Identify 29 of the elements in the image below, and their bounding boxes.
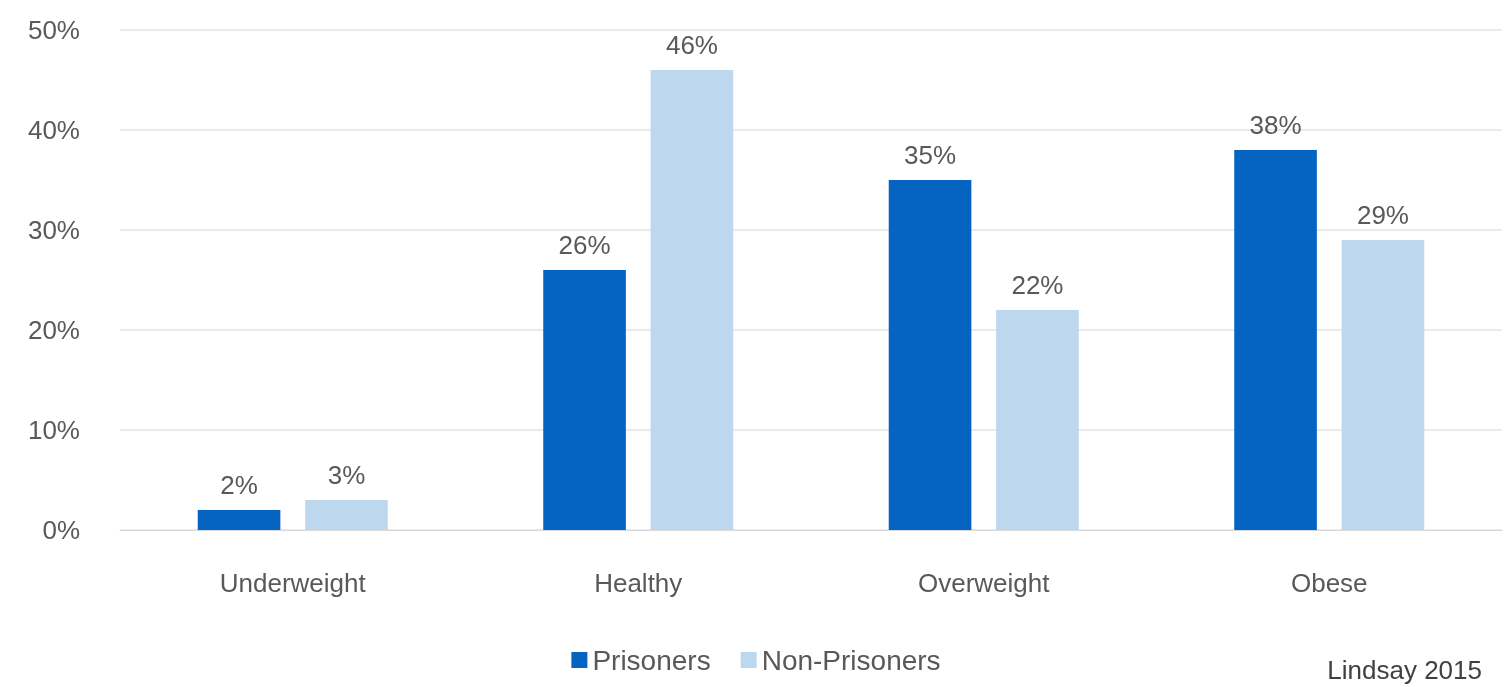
y-tick-label: 30% xyxy=(27,215,80,245)
data-label: 26% xyxy=(558,230,611,260)
data-label: 29% xyxy=(1356,200,1409,230)
bar xyxy=(1234,150,1317,530)
bar xyxy=(888,180,972,530)
y-tick-label: 40% xyxy=(27,115,80,145)
data-label: 35% xyxy=(904,140,957,170)
bar xyxy=(1341,240,1425,530)
x-tick-label: Obese xyxy=(1290,568,1368,598)
data-label: 38% xyxy=(1249,110,1302,140)
bar xyxy=(197,510,281,530)
y-tick-label: 50% xyxy=(27,15,80,45)
bar xyxy=(305,500,388,530)
y-tick-label: 10% xyxy=(27,415,80,445)
bar xyxy=(650,70,734,530)
x-tick-label: Overweight xyxy=(918,568,1051,598)
y-tick-label: 20% xyxy=(27,315,80,345)
legend-label: Non-Prisoners xyxy=(761,644,941,676)
y-tick-label: 0% xyxy=(42,515,80,545)
data-label: 3% xyxy=(327,460,366,490)
data-label: 46% xyxy=(665,30,718,60)
bar xyxy=(996,310,1079,530)
legend-label: Prisoners xyxy=(592,644,711,676)
x-tick-label: Underweight xyxy=(219,568,367,598)
bar xyxy=(543,270,626,530)
data-label: 2% xyxy=(220,470,258,500)
data-label: 22% xyxy=(1011,270,1064,300)
text: Lindsay 2015 xyxy=(1327,655,1483,685)
x-tick-label: Healthy xyxy=(594,568,683,598)
